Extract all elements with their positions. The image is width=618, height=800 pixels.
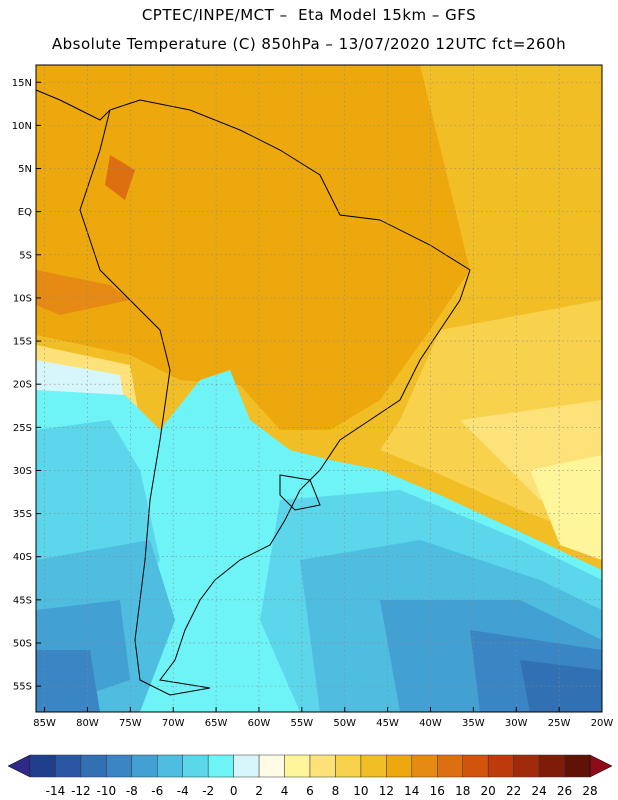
colorbar-swatch — [55, 754, 82, 778]
colorbar-label: -14 — [46, 784, 66, 798]
colorbar-label: 26 — [557, 784, 572, 798]
colorbar-label: 10 — [353, 784, 368, 798]
chart-title: CPTEC/INPE/MCT – Eta Model 15km – GFS — [141, 6, 477, 24]
lat-label: 40S — [13, 552, 32, 563]
lon-label: 80W — [76, 718, 99, 729]
lon-label: 30W — [505, 718, 528, 729]
lat-label: 25S — [13, 423, 32, 434]
colorbar-swatch — [513, 754, 540, 778]
colorbar-label: -12 — [71, 784, 91, 798]
lat-label: 20S — [13, 380, 32, 391]
lat-label: 10N — [12, 121, 32, 132]
colorbar-label: 24 — [531, 784, 546, 798]
lat-label: 5N — [18, 164, 32, 175]
lon-label: 75W — [119, 718, 142, 729]
colorbar-swatch — [29, 754, 56, 778]
lon-label: 45W — [376, 718, 399, 729]
colorbar-swatch — [462, 754, 489, 778]
colorbar-label: 16 — [430, 784, 445, 798]
colorbar-swatch — [131, 754, 158, 778]
lon-label: 40W — [419, 718, 442, 729]
lon-label: 55W — [291, 718, 314, 729]
lat-label: 45S — [13, 595, 32, 606]
chart-subtitle: Absolute Temperature (C) 850hPa – 13/07/… — [51, 35, 567, 53]
colorbar-swatch — [335, 754, 362, 778]
colorbar-swatch — [538, 754, 565, 778]
colorbar-swatch — [487, 754, 514, 778]
colorbar-label: 4 — [281, 784, 289, 798]
lon-label: 25W — [548, 718, 571, 729]
colorbar-under-arrow — [7, 754, 31, 778]
colorbar-swatch — [284, 754, 311, 778]
lat-label: 15S — [13, 337, 32, 348]
lat-label: 10S — [13, 293, 32, 304]
temperature-field — [36, 65, 602, 712]
colorbar-swatch — [182, 754, 209, 778]
colorbar-swatch — [80, 754, 107, 778]
lat-label: 55S — [13, 682, 32, 693]
lon-label: 70W — [162, 718, 185, 729]
latitude-axis: 15N 10N 5N EQ 5S 10S 15S 20S 25S 30S 35S 40S 45S 50S 5… — [12, 78, 41, 693]
colorbar: -14 -12 -10 -8 -6 -4 -2 0 2 4 6 8 10 12 14 16 18 20 22 24 26… — [7, 754, 613, 798]
colorbar-label: 12 — [379, 784, 394, 798]
coastlines — [35, 89, 471, 696]
colorbar-swatch — [207, 754, 234, 778]
lat-label: 5S — [19, 250, 32, 261]
lat-label: 50S — [13, 638, 32, 649]
colorbar-label: 0 — [230, 784, 238, 798]
colorbar-swatch — [233, 754, 260, 778]
colorbar-swatch — [157, 754, 183, 778]
colorbar-label: 20 — [481, 784, 496, 798]
lon-label: 20W — [591, 718, 614, 729]
colorbar-label: 18 — [455, 784, 470, 798]
colorbar-label: 8 — [332, 784, 340, 798]
colorbar-label: -8 — [126, 784, 138, 798]
colorbar-swatch — [437, 754, 463, 778]
lat-label: 35S — [13, 509, 32, 520]
colorbar-swatch — [360, 754, 387, 778]
colorbar-swatch — [386, 754, 413, 778]
colorbar-over-arrow — [589, 754, 613, 778]
colorbar-swatch — [564, 754, 591, 778]
colorbar-label: -4 — [177, 784, 189, 798]
colorbar-label: 6 — [306, 784, 314, 798]
lat-label: 30S — [13, 466, 32, 477]
lon-label: 65W — [205, 718, 228, 729]
lat-label: EQ — [18, 207, 32, 218]
colorbar-label: -10 — [97, 784, 117, 798]
colorbar-swatch — [309, 754, 336, 778]
colorbar-swatch — [106, 754, 133, 778]
map-frame — [35, 64, 603, 713]
lon-label: 85W — [33, 718, 56, 729]
colorbar-label: 2 — [255, 784, 263, 798]
lon-label: 60W — [248, 718, 271, 729]
lat-label: 15N — [12, 78, 32, 89]
colorbar-label: -6 — [151, 784, 163, 798]
colorbar-label: 22 — [506, 784, 521, 798]
colorbar-swatch — [258, 754, 285, 778]
lon-label: 50W — [333, 718, 356, 729]
colorbar-swatch — [411, 754, 438, 778]
lon-label: 35W — [462, 718, 485, 729]
colorbar-label: 28 — [582, 784, 597, 798]
colorbar-label: -2 — [202, 784, 214, 798]
colorbar-label: 14 — [404, 784, 419, 798]
longitude-axis: 85W 80W 75W 70W 65W 60W 55W 50W 45W 40W 35W 30W 25W 2… — [33, 707, 613, 729]
